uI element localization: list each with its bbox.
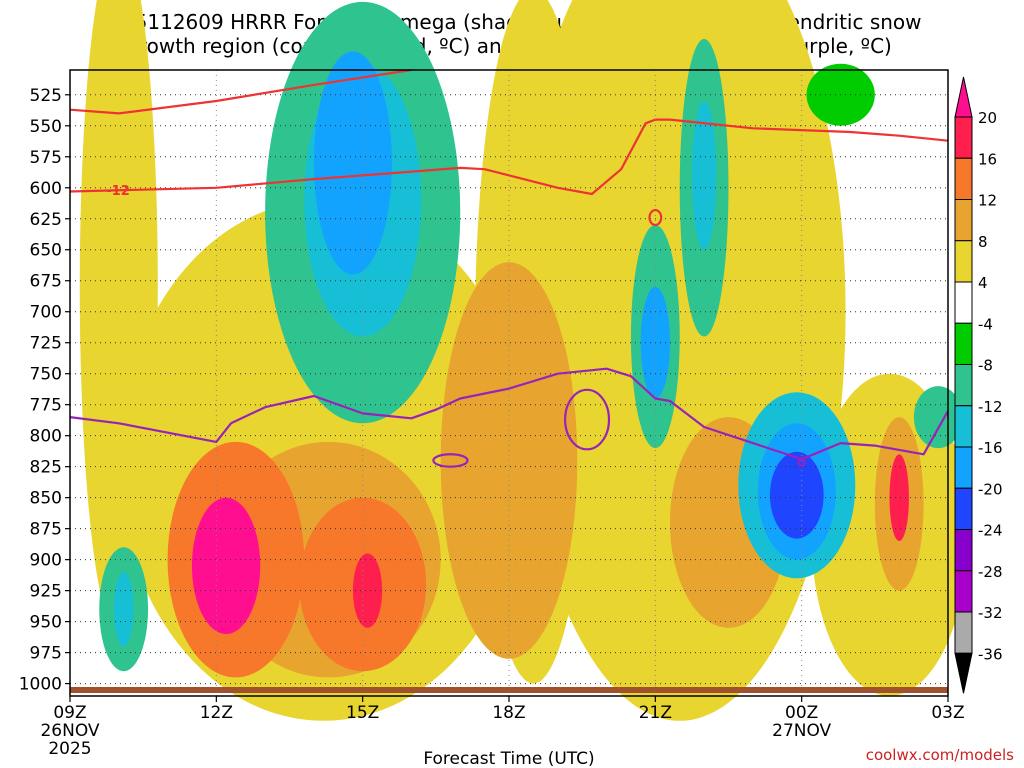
omega-region-3 [79, 0, 158, 634]
y-tick-label-575: 575 [30, 148, 62, 168]
y-tick-label-775: 775 [30, 396, 62, 416]
y-tick-label-850: 850 [30, 489, 62, 509]
y-tick-label-650: 650 [30, 241, 62, 261]
y-tick-label-625: 625 [30, 210, 62, 230]
x-tick-label-03Z: 03Z [931, 703, 964, 723]
y-tick-label-700: 700 [30, 303, 62, 323]
colorbar-label-5: -4 [978, 315, 993, 333]
contour-dgz-upper [69, 68, 412, 115]
colorbar-swatch-3 [954, 240, 973, 283]
omega-region-13 [889, 454, 909, 542]
contour-loop-0 [648, 208, 663, 227]
contour-label-dgz-lower: -12 [106, 184, 130, 199]
y-tick-label-725: 725 [30, 334, 62, 354]
contour-label-freezing-level: 0 [797, 456, 806, 471]
colorbar-swatch-4 [954, 281, 973, 324]
omega-region-26 [913, 386, 963, 449]
colorbar: 20 16 12 8 4 -4 -8 -12 -16 -20 -24 -28 -32 -36 [954, 76, 1003, 694]
credit-text: coolwx.com/models [866, 746, 1014, 764]
contour-loop-2 [432, 453, 469, 468]
contour-dgz-upper-east [655, 118, 949, 142]
y-tick-label-675: 675 [30, 272, 62, 292]
colorbar-swatch-1 [954, 157, 973, 200]
x-tick-date-00Z: 27NOV [772, 721, 831, 741]
y-tick-label-900: 900 [30, 551, 62, 571]
colorbar-label-6: -8 [978, 357, 993, 375]
colorbar-label-7: -12 [978, 398, 1003, 416]
x-tick-label-00Z: 00Z [785, 703, 818, 723]
colorbar-label-1: 16 [978, 150, 997, 168]
x-tick-date-09Z: 26NOV [40, 721, 99, 741]
colorbar-swatch-2 [954, 199, 973, 242]
omega-region-25 [113, 572, 134, 647]
x-tick-label-09Z: 09Z [53, 703, 86, 723]
colorbar-label-13: -36 [978, 645, 1003, 663]
y-tick-label-1000: 1000 [19, 675, 62, 695]
colorbar-label-4: 4 [978, 274, 988, 292]
colorbar-swatch-6 [954, 364, 973, 407]
contour-loop-1 [563, 388, 611, 451]
contour-lines: -12 0 [69, 68, 949, 471]
y-tick-label-600: 600 [30, 179, 62, 199]
y-tick-label-550: 550 [30, 117, 62, 137]
y-tick-label-800: 800 [30, 427, 62, 447]
y-tick-label-975: 975 [30, 644, 62, 664]
y-tick-label-525: 525 [30, 86, 62, 106]
omega-region-20 [691, 100, 717, 250]
y-tick-label-750: 750 [30, 365, 62, 385]
colorbar-bottom-arrow [954, 652, 973, 694]
colorbar-top-arrow [954, 76, 973, 118]
x-tick-year-09Z: 2025 [48, 739, 91, 759]
colorbar-swatch-8 [954, 446, 973, 489]
colorbar-label-10: -24 [978, 522, 1003, 540]
pressure-axis: 525 550 575 600 625 650 675 700 725 750 775 800 825 8… [19, 86, 70, 695]
x-tick-label-18Z: 18Z [492, 703, 525, 723]
colorbar-swatch-11 [954, 570, 973, 613]
contour-dgz-lower [69, 118, 656, 196]
x-tick-label-12Z: 12Z [200, 703, 233, 723]
ground-surface-strip [70, 687, 948, 693]
x-axis-title: Forecast Time (UTC) [423, 749, 594, 768]
omega-region-10 [352, 553, 383, 628]
x-tick-label-21Z: 21Z [639, 703, 672, 723]
y-tick-label-875: 875 [30, 520, 62, 540]
colorbar-swatch-5 [954, 322, 973, 365]
x-tick-label-15Z: 15Z [346, 703, 379, 723]
colorbar-swatch-0 [954, 116, 973, 159]
colorbar-label-0: 20 [978, 109, 997, 127]
colorbar-swatch-10 [954, 529, 973, 572]
colorbar-swatch-12 [954, 611, 973, 654]
colorbar-label-8: -16 [978, 439, 1003, 457]
y-tick-label-950: 950 [30, 613, 62, 633]
y-tick-label-925: 925 [30, 582, 62, 602]
plot-area: -12 0 [69, 0, 968, 721]
colorbar-label-11: -28 [978, 563, 1003, 581]
colorbar-label-12: -32 [978, 604, 1003, 622]
omega-region-16 [313, 51, 392, 275]
colorbar-swatch-9 [954, 487, 973, 530]
colorbar-swatch-7 [954, 405, 973, 448]
colorbar-label-3: 8 [978, 233, 988, 251]
y-tick-label-825: 825 [30, 458, 62, 478]
contour-freezing-level [69, 367, 949, 461]
omega-region-9 [191, 497, 261, 635]
colorbar-label-9: -20 [978, 480, 1003, 498]
colorbar-label-2: 12 [978, 192, 997, 210]
omega-region-23 [769, 451, 824, 539]
